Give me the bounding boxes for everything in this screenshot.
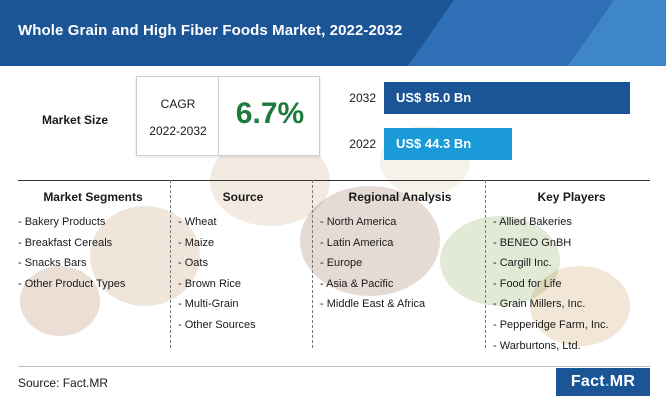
segment-item: - Wheat — [178, 216, 217, 228]
cagr-left-cell: CAGR 2022-2032 — [137, 77, 219, 155]
column-divider — [312, 180, 313, 348]
segment-item: - Snacks Bars — [18, 257, 87, 270]
cagr-period: 2022-2032 — [149, 124, 207, 138]
source-text: Source: Fact.MR — [18, 376, 109, 390]
segment-item: - Bakery Products — [18, 216, 106, 228]
cagr-value: 6.7% — [235, 97, 305, 130]
segment-item: - North America — [320, 216, 397, 228]
logo-text-dot: . — [604, 373, 610, 390]
column-divider — [485, 180, 486, 348]
segment-item: - Europe — [320, 257, 363, 270]
segment-item: - Pepperidge Farm, Inc. — [493, 318, 609, 331]
segment-column: Market Segments - Bakery Products - Breakf… — [18, 180, 168, 355]
segment-heading: Market Segments — [43, 190, 143, 204]
column-divider — [170, 180, 171, 348]
segment-item: - Food for Life — [493, 277, 562, 290]
segment-item: - Cargill Inc. — [493, 257, 552, 270]
segment-item: - Middle East & Africa — [320, 298, 426, 311]
segment-item: - Latin America — [320, 236, 394, 249]
bar-year-label: 2032 — [349, 91, 376, 105]
segment-item: - Grain Millers, Inc. — [493, 298, 586, 311]
segment-item: - Warburtons, Ltd. — [493, 339, 581, 352]
segment-list: - Bakery Products - Breakfast Cereals - Sn… — [18, 212, 168, 294]
segment-column: Source - Wheat - Maize - Oats - Brown Rice - … — [178, 180, 308, 355]
factmr-logo: Fact.MR — [556, 368, 650, 396]
segment-item: - Oats — [178, 257, 208, 270]
segment-item: - BENEO GnBH — [493, 236, 572, 249]
cagr-box: CAGR 2022-2032 6.7% — [136, 76, 320, 156]
segment-column: Regional Analysis - North America - Latin … — [320, 180, 480, 355]
header-banner: Whole Grain and High Fiber Foods Market,… — [0, 0, 666, 66]
segments-table: Market Segments - Bakery Products - Breakf… — [18, 180, 650, 355]
section-divider — [18, 180, 650, 181]
bar-2022: US$ 44.3 Bn — [384, 128, 512, 160]
bar-value-label: US$ 44.3 Bn — [396, 136, 472, 151]
segment-item: - Other Sources — [178, 318, 256, 331]
market-size-label: Market Size — [42, 113, 109, 127]
bar-2032: US$ 85.0 Bn — [384, 82, 630, 114]
cagr-label: CAGR — [160, 97, 196, 111]
logo-text-mr: MR — [609, 373, 636, 390]
market-size-bar-chart: 2032 US$ 85.0 Bn 2022 US$ 44.3 Bn — [340, 82, 640, 162]
segment-item: - Brown Rice — [178, 277, 241, 290]
segment-heading: Key Players — [537, 190, 606, 204]
footer-divider — [18, 366, 650, 367]
segment-item: - Maize — [178, 236, 215, 249]
segment-item: - Other Product Types — [18, 277, 126, 290]
segment-list: - North America - Latin America - Europe - … — [320, 212, 480, 315]
bar-value-label: US$ 85.0 Bn — [396, 90, 472, 105]
segment-list: - Wheat - Maize - Oats - Brown Rice - Multi-… — [178, 212, 308, 336]
segment-heading: Source — [222, 190, 264, 204]
page-title: Whole Grain and High Fiber Foods Market,… — [18, 22, 403, 39]
logo-text-fact: Fact — [570, 373, 605, 390]
bar-year-label: 2022 — [349, 137, 376, 151]
segment-heading: Regional Analysis — [348, 190, 452, 204]
segment-list: - Allied Bakeries - BENEO GnBH - Cargill I… — [493, 212, 650, 356]
segment-column: Key Players - Allied Bakeries - BENEO GnBH… — [493, 180, 650, 355]
segment-item: - Asia & Pacific — [320, 277, 394, 290]
segment-item: - Breakfast Cereals — [18, 236, 113, 249]
segment-item: - Allied Bakeries — [493, 216, 572, 228]
segment-item: - Multi-Grain — [178, 298, 239, 311]
